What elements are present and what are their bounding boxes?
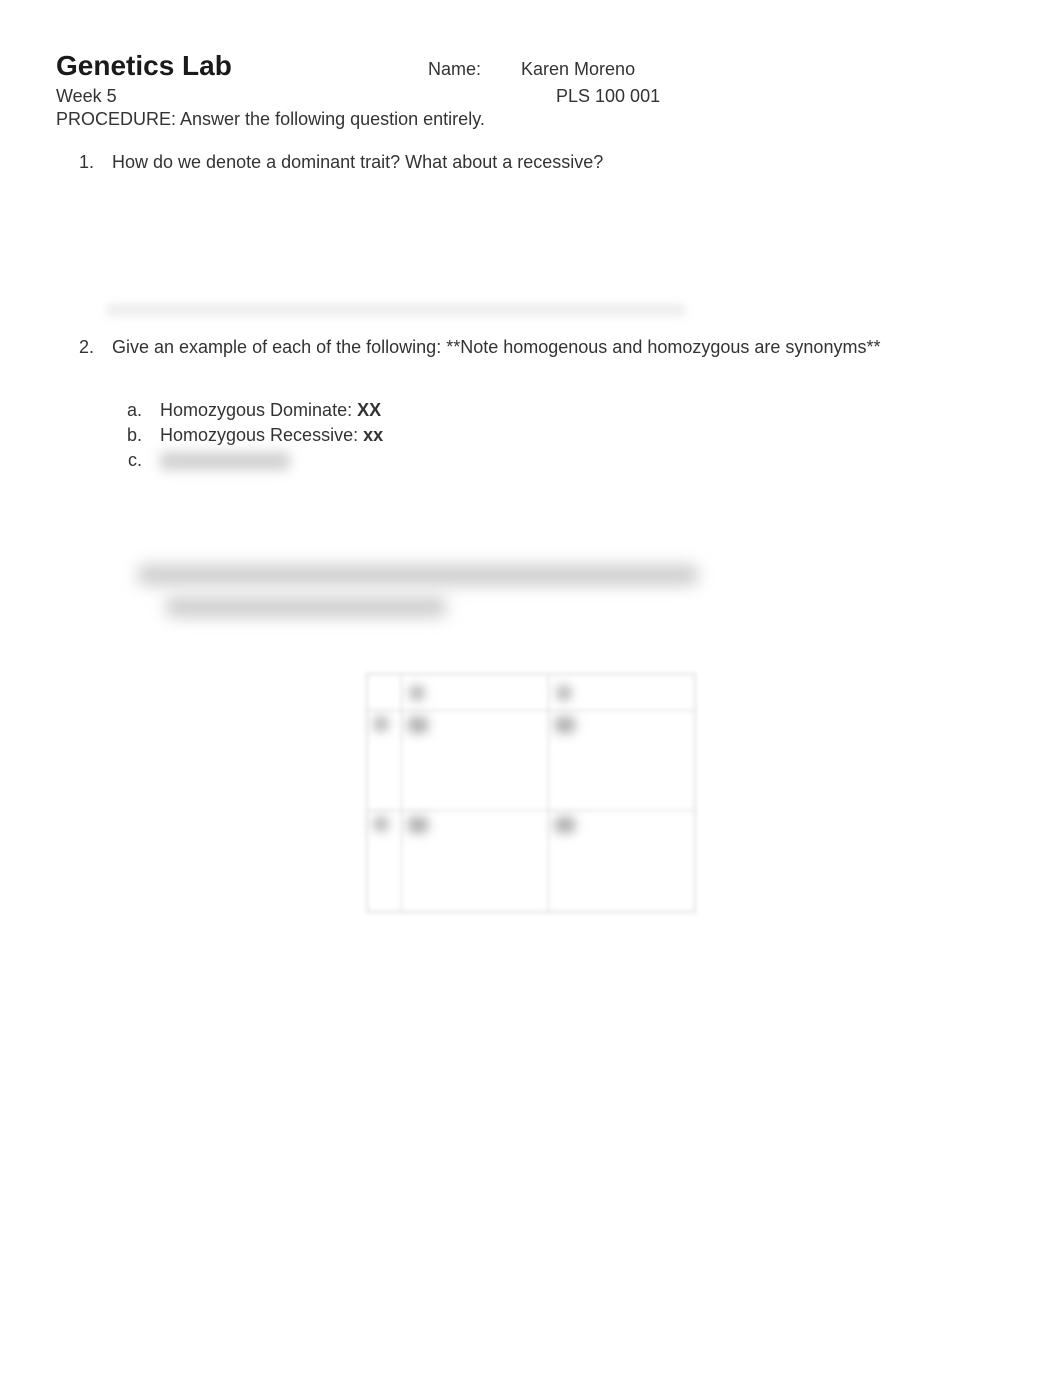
name-value: Karen Moreno — [521, 59, 635, 80]
blur-allele — [410, 686, 424, 700]
sub-b-text: Homozygous Recessive: xx — [160, 425, 1006, 446]
question-1-text: How do we denote a dominant trait? What … — [112, 152, 1006, 173]
punnett-grid — [366, 673, 696, 913]
punnett-row-1 — [368, 711, 694, 811]
question-1-number: 1. — [56, 152, 112, 173]
punnett-col-header-2 — [549, 675, 695, 711]
sub-c-letter: c. — [56, 450, 160, 471]
week-label: Week 5 — [56, 86, 556, 107]
punnett-square — [366, 673, 696, 913]
question-list: 1. How do we denote a dominant trait? Wh… — [56, 152, 1006, 913]
question-1: 1. How do we denote a dominant trait? Wh… — [56, 152, 1006, 173]
question-2: 2. Give an example of each of the follow… — [56, 337, 1006, 358]
course-code: PLS 100 001 — [556, 86, 660, 107]
blurred-q3-line2 — [166, 597, 446, 617]
blur-allele — [374, 817, 388, 831]
punnett-col-header-1 — [402, 675, 549, 711]
blur-genotype — [408, 817, 428, 833]
punnett-cell-1-1 — [402, 711, 549, 811]
sub-a-text: Homozygous Dominate: XX — [160, 400, 1006, 421]
procedure-text: PROCEDURE: Answer the following question… — [56, 109, 1006, 130]
blur-genotype — [555, 717, 575, 733]
punnett-row-2 — [368, 811, 694, 911]
punnett-row-header-2 — [368, 811, 402, 911]
blur-genotype — [555, 817, 575, 833]
punnett-cell-2-1 — [402, 811, 549, 911]
sub-item-a: a. Homozygous Dominate: XX — [56, 400, 1006, 421]
sub-a-label: Homozygous Dominate: — [160, 400, 357, 420]
punnett-cell-2-2 — [549, 811, 695, 911]
question-2-sublist: a. Homozygous Dominate: XX b. Homozygous… — [56, 400, 1006, 471]
punnett-cell-1-2 — [549, 711, 695, 811]
question-2-number: 2. — [56, 337, 112, 358]
sub-item-b: b. Homozygous Recessive: xx — [56, 425, 1006, 446]
sub-b-label: Homozygous Recessive: — [160, 425, 363, 445]
blurred-q3-line1 — [138, 565, 698, 585]
blur-allele — [557, 686, 571, 700]
punnett-corner — [368, 675, 402, 711]
blur-genotype — [408, 717, 428, 733]
punnett-row-header-1 — [368, 711, 402, 811]
question-2-text: Give an example of each of the following… — [112, 337, 1006, 358]
sub-a-value: XX — [357, 400, 381, 420]
header-row: Genetics Lab Name: Karen Moreno — [56, 50, 1006, 82]
blurred-sub-c — [160, 452, 290, 470]
sub-c-text — [160, 450, 1006, 471]
sub-a-letter: a. — [56, 400, 160, 421]
week-row: Week 5 PLS 100 001 — [56, 86, 1006, 107]
sub-item-c: c. — [56, 450, 1006, 471]
blurred-answer-1 — [106, 303, 686, 317]
document-title: Genetics Lab — [56, 50, 428, 82]
sub-b-letter: b. — [56, 425, 160, 446]
sub-b-value: xx — [363, 425, 383, 445]
blur-allele — [374, 717, 388, 731]
blurred-question-3 — [138, 565, 1006, 617]
name-label: Name: — [428, 59, 481, 80]
punnett-header-row — [368, 675, 694, 711]
